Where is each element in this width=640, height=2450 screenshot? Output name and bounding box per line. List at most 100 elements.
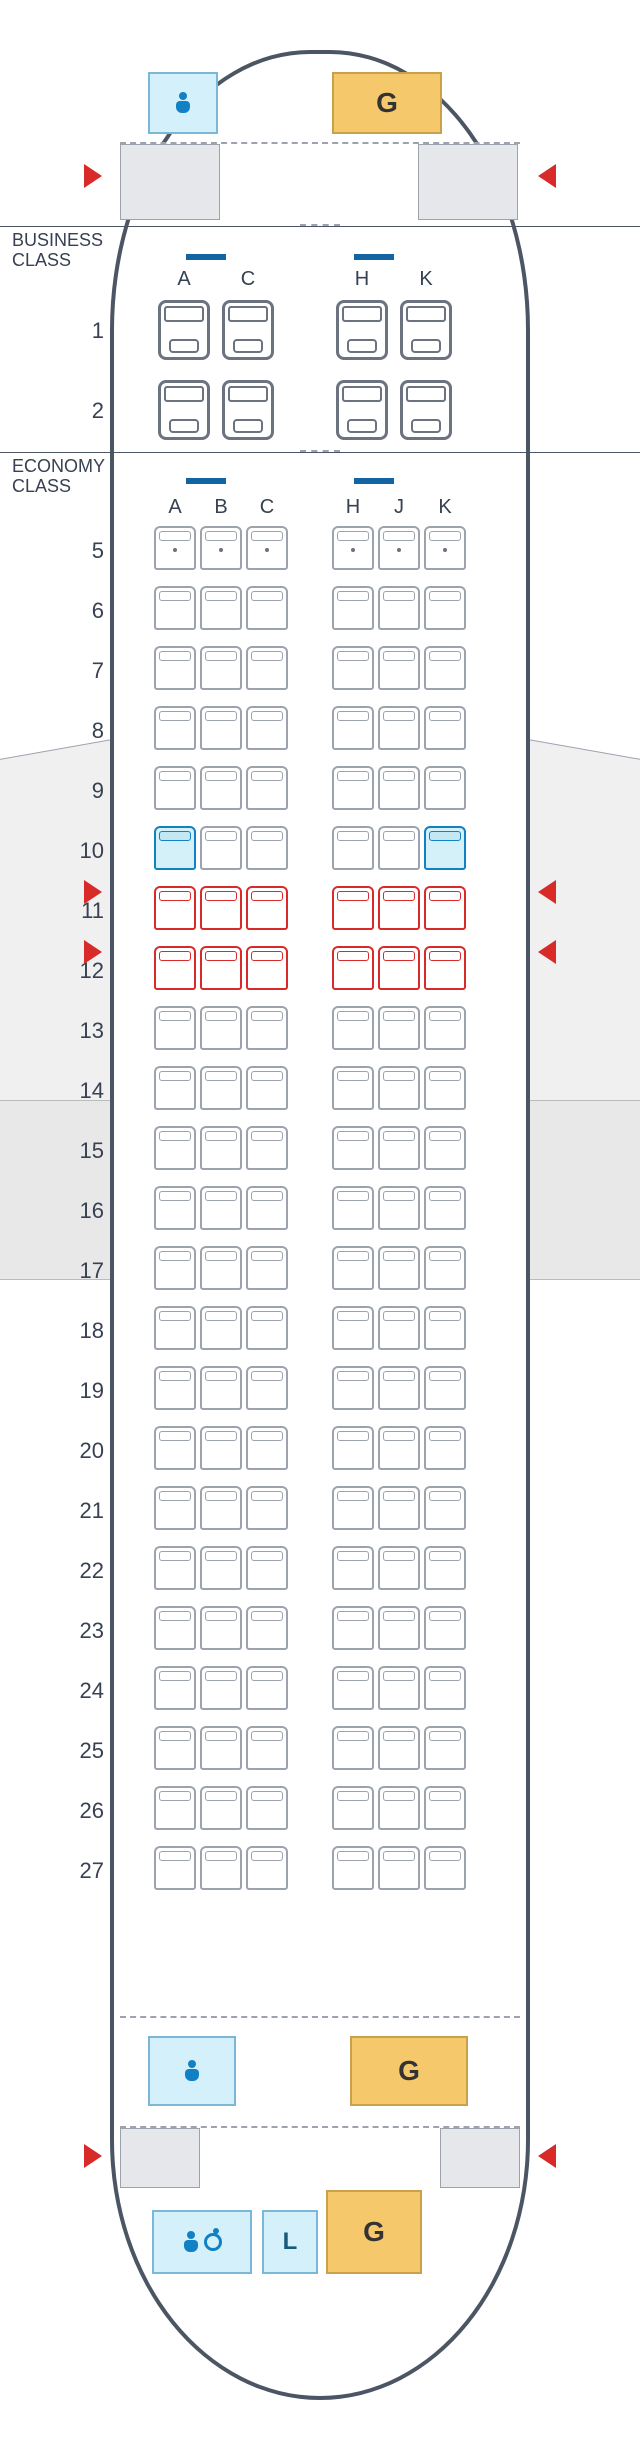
seat-economy — [200, 1306, 242, 1350]
exit-arrow-icon — [538, 164, 556, 188]
seat-economy — [378, 1366, 420, 1410]
row-number: 21 — [68, 1498, 104, 1524]
row-number: 22 — [68, 1558, 104, 1584]
row-number: 20 — [68, 1438, 104, 1464]
wall-section — [120, 2128, 200, 2188]
seat-economy — [246, 826, 288, 870]
seat-economy — [332, 1066, 374, 1110]
seat-economy — [200, 706, 242, 750]
seat-economy — [332, 526, 374, 570]
seat-economy — [200, 1066, 242, 1110]
seat-economy — [424, 1606, 466, 1650]
seat-economy — [200, 526, 242, 570]
seat-economy — [246, 706, 288, 750]
row-number: 16 — [68, 1198, 104, 1224]
seat-economy — [424, 1726, 466, 1770]
row-number: 25 — [68, 1738, 104, 1764]
seat-economy — [332, 826, 374, 870]
seat-business — [400, 380, 452, 440]
class-label: ECONOMYCLASS — [12, 456, 105, 496]
seat-economy — [154, 766, 196, 810]
column-letter: K — [405, 268, 447, 291]
seat-economy — [200, 1786, 242, 1830]
seat-economy — [332, 646, 374, 690]
seat-economy — [378, 1726, 420, 1770]
seat-economy — [424, 1546, 466, 1590]
seat-economy — [332, 1366, 374, 1410]
seat-economy — [200, 1666, 242, 1710]
exit-arrow-icon — [538, 2144, 556, 2168]
seat-economy — [424, 1846, 466, 1890]
seat-exit-row — [332, 946, 374, 990]
seat-economy — [246, 1546, 288, 1590]
seat-economy — [246, 1186, 288, 1230]
seat-economy — [200, 1486, 242, 1530]
seat-exit-row — [378, 886, 420, 930]
seat-economy — [154, 1066, 196, 1110]
seat-economy — [332, 1606, 374, 1650]
seat-economy — [378, 1126, 420, 1170]
class-divider — [0, 226, 640, 227]
galley-rear-1: G — [350, 2036, 468, 2106]
seat-economy — [424, 526, 466, 570]
seat-economy — [332, 1666, 374, 1710]
seat-exit-row — [200, 946, 242, 990]
seat-business — [336, 380, 388, 440]
seat-economy — [246, 1846, 288, 1890]
seat-business — [222, 300, 274, 360]
seat-economy — [332, 1186, 374, 1230]
seat-economy — [246, 1306, 288, 1350]
seat-economy — [424, 1366, 466, 1410]
seat-economy — [154, 1366, 196, 1410]
baby-icon — [183, 2060, 201, 2082]
seat-exit-row — [332, 886, 374, 930]
row-number: 17 — [68, 1258, 104, 1284]
seat-economy — [154, 1246, 196, 1290]
seat-economy — [378, 1246, 420, 1290]
exit-arrow-icon — [84, 164, 102, 188]
seat-economy — [378, 766, 420, 810]
seat-economy — [246, 1426, 288, 1470]
column-letter: A — [154, 496, 196, 519]
seat-exit-row — [200, 886, 242, 930]
exit-arrow-icon — [84, 940, 102, 964]
seat-economy — [332, 1846, 374, 1890]
seat-business — [400, 300, 452, 360]
seat-economy — [246, 1606, 288, 1650]
seat-economy — [424, 1486, 466, 1530]
seat-economy — [200, 826, 242, 870]
row-number: 24 — [68, 1678, 104, 1704]
monitor-icon — [354, 478, 394, 484]
seat-economy — [378, 1486, 420, 1530]
seat-economy — [200, 586, 242, 630]
row-number: 8 — [68, 718, 104, 744]
seat-economy — [424, 766, 466, 810]
seat-economy — [378, 1426, 420, 1470]
seat-economy — [154, 1186, 196, 1230]
exit-arrow-icon — [84, 2144, 102, 2168]
exit-arrow-icon — [538, 940, 556, 964]
exit-arrow-icon — [538, 880, 556, 904]
seat-economy — [378, 1606, 420, 1650]
seat-economy — [246, 1786, 288, 1830]
column-letter: J — [378, 496, 420, 519]
seat-economy — [246, 1066, 288, 1110]
seat-economy — [154, 1486, 196, 1530]
seat-economy — [246, 1366, 288, 1410]
seat-economy — [332, 1246, 374, 1290]
seat-economy — [378, 1786, 420, 1830]
seat-economy — [332, 1726, 374, 1770]
seat-economy — [332, 1006, 374, 1050]
seat-bassinet — [424, 826, 466, 870]
seat-economy — [378, 1006, 420, 1050]
seat-economy — [332, 586, 374, 630]
seat-exit-row — [424, 886, 466, 930]
exit-arrow-icon — [84, 880, 102, 904]
seat-economy — [154, 1846, 196, 1890]
wheelchair-icon — [204, 2233, 222, 2251]
seat-business — [158, 300, 210, 360]
row-number: 7 — [68, 658, 104, 684]
wall-section — [440, 2128, 520, 2188]
seat-economy — [332, 706, 374, 750]
row-number: 5 — [68, 538, 104, 564]
